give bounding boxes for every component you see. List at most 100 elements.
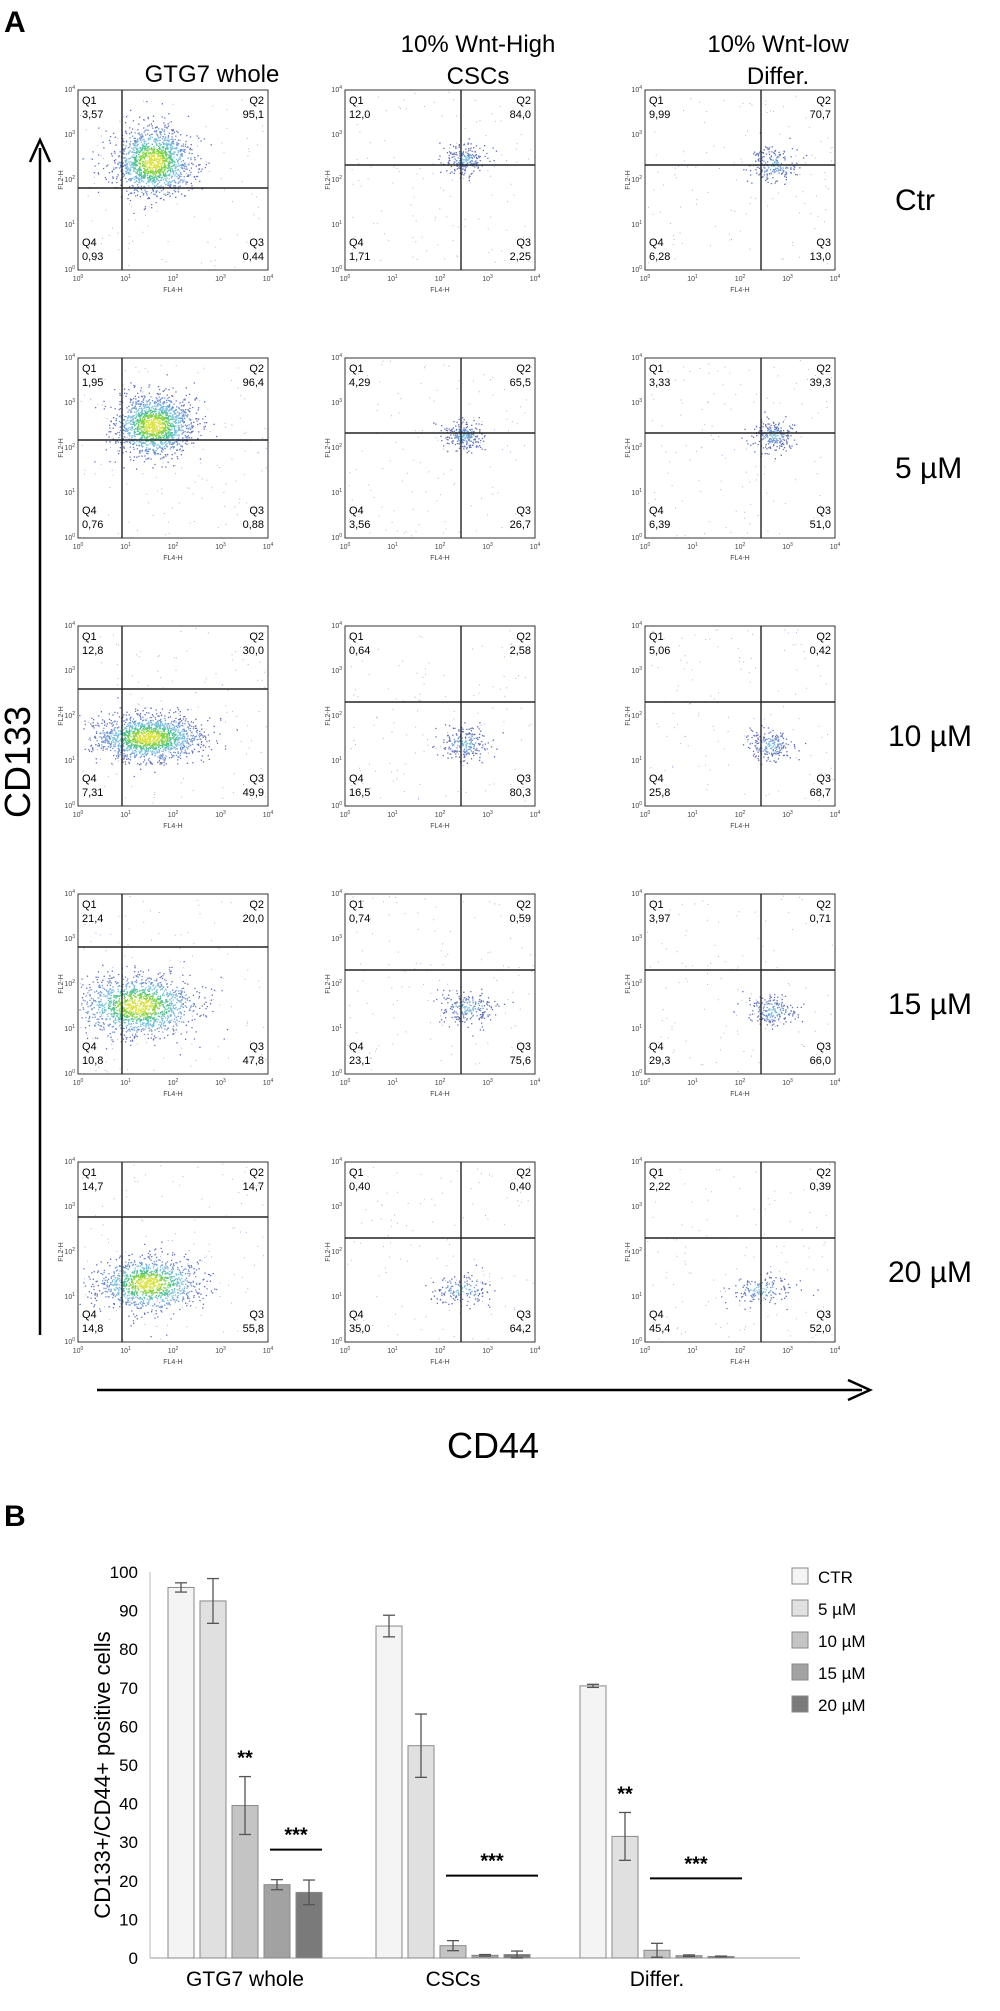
plot-x-label: FL4-H [163,1359,182,1366]
cd133-axis-arrowhead [28,136,52,163]
y-tick-label: 102 [64,1247,75,1256]
quadrant-q2-value: 0,71 [810,913,831,925]
x-tick-label: 104 [530,1346,541,1355]
x-tick-label: 101 [687,810,698,819]
plot-frame [344,625,536,807]
x-tick-label: 104 [530,542,541,551]
x-tick-label: 101 [687,1346,698,1355]
significance-marker: *** [270,1825,322,1851]
quadrant-q2-name: Q2 [249,1167,264,1179]
x-tick-label: 101 [120,1078,131,1087]
x-tick-label: 101 [120,542,131,551]
quadrant-q2-value: 2,58 [510,645,531,657]
quadrant-q2-name: Q2 [816,1167,831,1179]
y-tick-label: 100 [631,533,642,542]
quadrant-q3-name: Q3 [816,1041,831,1053]
x-tick-label: 101 [120,274,131,283]
quadrant-q1-value: 3,33 [649,377,670,389]
y-tick-label: 103 [331,1202,342,1211]
column-header-wnt-low-line2: Differ. [747,63,809,90]
quadrant-q4-value: 35,0 [349,1323,370,1335]
event-density-layer [111,1264,187,1304]
quadrant-q1-value: 12,8 [82,645,103,657]
quadrant-q2-name: Q2 [249,899,264,911]
y-tick-label: 101 [64,756,75,765]
y-tick-label: 104 [631,621,642,630]
x-tick-label: 102 [168,542,179,551]
quadrant-q4-value: 14,8 [82,1323,103,1335]
event-density-layer [135,732,161,745]
y-tick-label: 103 [631,398,642,407]
x-tick-label: 102 [735,274,746,283]
y-tick-label: 104 [64,353,75,362]
cd133-axis-label: CD133 [0,706,38,818]
quadrant-q2-name: Q2 [816,363,831,375]
y-tick-label: 100 [331,1069,342,1078]
x-tick-label: 100 [640,1346,651,1355]
plot-y-label: FL2-H [325,170,332,189]
y-tick-label: 103 [631,130,642,139]
y-tick-label: 100 [631,1337,642,1346]
x-tick-label: 103 [215,810,226,819]
x-tick-label: 100 [340,1078,351,1087]
legend-label: CTR [818,1568,853,1587]
quadrant-q3-value: 75,6 [510,1055,531,1067]
quadrant-q1-name: Q1 [349,899,364,911]
quadrant-q3-value: 80,3 [510,787,531,799]
quadrant-q3-value: 68,7 [810,787,831,799]
cd44-axis-label: CD44 [447,1425,539,1466]
y-tick-label: 103 [331,934,342,943]
significance-label: *** [284,1825,308,1847]
plot-x-label: FL4-H [730,1091,749,1098]
y-tick-label: 102 [331,175,342,184]
event-sparse-layer [351,91,532,263]
legend-label: 15 µM [818,1664,866,1683]
y-tick-label: 101 [64,1024,75,1033]
x-tick-label: 104 [263,1346,274,1355]
event-sparse-layer [82,1163,264,1341]
event-sparse-layer [647,895,833,1073]
y-tick-label: 102 [331,979,342,988]
x-tick-label: 103 [482,274,493,283]
quadrant-q2-name: Q2 [516,631,531,643]
y-tick-label: 60 [119,1717,138,1736]
x-tick-label: 101 [687,274,698,283]
x-tick-label: 104 [263,274,274,283]
x-tick-label: 103 [782,542,793,551]
quadrant-q1-value: 3,97 [649,913,670,925]
quadrant-q2-value: 30,0 [243,645,264,657]
event-density-layer [79,1241,218,1338]
quadrant-q2-value: 0,59 [510,913,531,925]
quadrant-q1-name: Q1 [649,631,664,643]
y-tick-label: 80 [119,1640,138,1659]
flow-plot-grid: Q13,57Q295,1Q30,44Q40,931001001011011021… [58,85,841,1366]
y-tick-label: 100 [110,1563,138,1582]
y-tick-label: 102 [64,979,75,988]
plot-x-label: FL4-H [430,823,449,830]
quadrant-q4-value: 6,28 [649,251,670,263]
event-density-layer [761,155,787,175]
quadrant-q2-name: Q2 [516,1167,531,1179]
y-tick-label: 104 [64,1157,75,1166]
plot-frame [644,893,836,1075]
event-density-layer [124,998,154,1015]
quadrant-q3-name: Q3 [249,1309,264,1321]
quadrant-q4-value: 6,39 [649,519,670,531]
plot-y-label: FL2-H [58,438,65,457]
quadrant-q1-name: Q1 [349,631,364,643]
y-tick-label: 103 [331,666,342,675]
x-tick-label: 100 [640,542,651,551]
y-tick-label: 104 [631,889,642,898]
y-tick-label: 101 [64,220,75,229]
column-header-gtg7: GTG7 whole [145,61,280,88]
y-tick-label: 100 [64,801,75,810]
legend-label: 10 µM [818,1632,866,1651]
bar [579,1685,607,1959]
plot-frame [77,625,269,807]
quadrant-q3-name: Q3 [249,505,264,517]
y-tick-label: 104 [331,889,342,898]
y-tick-label: 100 [631,1069,642,1078]
x-tick-label: 102 [168,274,179,283]
